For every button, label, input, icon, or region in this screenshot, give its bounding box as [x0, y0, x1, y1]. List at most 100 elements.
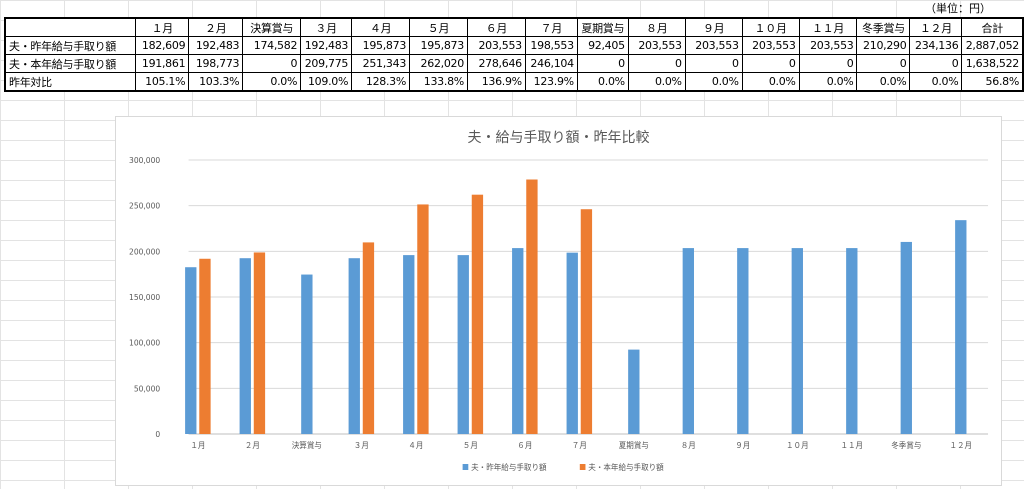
table-header-cell[interactable]: 合計 — [961, 17, 1024, 37]
table-cell[interactable]: 209,775 — [300, 54, 353, 73]
bar-last-year — [239, 258, 251, 434]
table-header-row: １月 ２月 決算賞与 ３月 ４月 ５月 ６月 ７月 夏期賞与 ８月 ９月 １０月 １１月 冬季賞与 １２月合… — [4, 17, 1024, 37]
table-row: 昨年対比 105.1% 103.3% 0.0% 109.0% 128.3% 133.8% 13… — [4, 72, 1024, 92]
table-cell[interactable]: 0 — [627, 54, 686, 73]
y-tick-label: 0 — [155, 430, 160, 439]
table-header-cell[interactable]: １１月 — [798, 17, 858, 37]
salary-table: １月 ２月 決算賞与 ３月 ４月 ５月 ６月 ７月 夏期賞与 ８月 ９月 １０月 １１月 冬季賞与 １２月合… — [4, 17, 1024, 92]
table-cell[interactable]: 0 — [798, 54, 858, 73]
table-header-cell[interactable]: １月 — [135, 17, 190, 37]
x-tick-label: ４月 — [408, 441, 423, 450]
table-cell[interactable]: 136.9% — [466, 72, 526, 92]
table-cell[interactable]: 192,483 — [300, 36, 353, 55]
table-cell[interactable]: 192,483 — [188, 36, 244, 55]
table-cell[interactable]: 103.3% — [188, 72, 244, 92]
table-header-cell[interactable]: １０月 — [741, 17, 800, 37]
table-header-cell[interactable]: 夏期賞与 — [576, 17, 629, 37]
table-cell[interactable]: 0.0% — [627, 72, 686, 92]
y-tick-label: 50,000 — [134, 384, 160, 393]
bar-this-year — [417, 204, 429, 434]
x-tick-label: ２月 — [245, 441, 260, 450]
table-cell[interactable]: 198,553 — [524, 36, 578, 55]
legend-label: 夫・昨年給与手取り額 — [471, 462, 547, 472]
table-header-cell[interactable]: ７月 — [524, 17, 578, 37]
x-tick-label: 冬季賞与 — [891, 440, 921, 450]
bar-last-year — [900, 241, 912, 434]
table-cell[interactable]: 195,873 — [409, 36, 468, 55]
table-cell[interactable]: 0 — [856, 54, 911, 73]
bar-this-year — [253, 252, 266, 434]
table-header-cell[interactable]: ９月 — [684, 17, 743, 37]
table-cell[interactable]: 234,136 — [909, 36, 963, 55]
table-cell[interactable]: 128.3% — [351, 72, 411, 92]
table-cell[interactable]: 105.1% — [135, 72, 190, 92]
table-cell[interactable]: 0 — [909, 54, 963, 73]
y-tick-label: 150,000 — [129, 293, 160, 302]
table-row: 夫・昨年給与手取り額 182,609 192,483 174,582 192,483 19… — [4, 36, 1024, 55]
table-cell[interactable]: 0.0% — [684, 72, 743, 92]
bar-last-year — [348, 258, 360, 434]
table-cell[interactable]: 92,405 — [576, 36, 629, 55]
bar-last-year — [566, 252, 578, 434]
table-cell[interactable]: 174,582 — [242, 36, 302, 55]
table-cell[interactable]: 203,553 — [741, 36, 800, 55]
table-cell[interactable]: 203,553 — [684, 36, 743, 55]
table-cell[interactable]: 0.0% — [242, 72, 302, 92]
table-cell[interactable]: 133.8% — [409, 72, 468, 92]
bar-this-year — [199, 258, 211, 434]
chart-area[interactable]: 夫・給与手取り額・昨年比較 0 50,000 100,000 150,000 200,0… — [115, 116, 1002, 486]
table-header-cell[interactable]: ８月 — [627, 17, 686, 37]
table-cell[interactable]: 278,646 — [466, 54, 526, 73]
bar-this-year — [471, 194, 484, 434]
bar-last-year — [682, 248, 694, 434]
table-cell[interactable]: 0.0% — [741, 72, 800, 92]
table-cell[interactable]: 198,773 — [188, 54, 244, 73]
table-cell[interactable]: 203,553 — [627, 36, 686, 55]
row-label[interactable]: 夫・昨年給与手取り額 — [4, 36, 137, 55]
table-cell[interactable]: 2,887,052 — [961, 36, 1024, 55]
bar-last-year — [403, 255, 415, 434]
table-cell[interactable]: 123.9% — [524, 72, 578, 92]
table-header-cell[interactable]: ２月 — [188, 17, 244, 37]
table-header-cell[interactable]: ３月 — [300, 17, 353, 37]
table-cell[interactable]: 203,553 — [798, 36, 858, 55]
table-cell[interactable]: 56.8% — [961, 72, 1024, 92]
table-header-cell[interactable]: １２月 — [909, 17, 963, 37]
table-cell[interactable]: 251,343 — [351, 54, 411, 73]
table-header-cell[interactable]: ５月 — [409, 17, 468, 37]
bar-last-year — [301, 274, 313, 434]
table-header-cell[interactable] — [4, 17, 137, 37]
bar-last-year — [791, 248, 803, 434]
x-tick-label: １２月 — [949, 441, 972, 450]
table-cell[interactable]: 182,609 — [135, 36, 190, 55]
legend-label: 夫・本年給与手取り額 — [588, 462, 664, 472]
table-cell[interactable]: 0.0% — [909, 72, 963, 92]
bar-last-year — [846, 248, 858, 434]
table-cell[interactable]: 1,638,522 — [961, 54, 1024, 73]
row-label[interactable]: 昨年対比 — [4, 72, 137, 92]
table-cell[interactable]: 246,104 — [524, 54, 578, 73]
table-cell[interactable]: 0.0% — [856, 72, 911, 92]
x-tick-label: １０月 — [786, 441, 809, 450]
table-cell[interactable]: 0 — [242, 54, 302, 73]
table-cell[interactable]: 0 — [741, 54, 800, 73]
y-tick-label: 200,000 — [129, 247, 160, 256]
table-cell[interactable]: 191,861 — [135, 54, 190, 73]
table-header-cell[interactable]: ４月 — [351, 17, 411, 37]
table-cell[interactable]: 0 — [576, 54, 629, 73]
table-cell[interactable]: 109.0% — [300, 72, 353, 92]
table-header-cell[interactable]: ６月 — [466, 17, 526, 37]
table-header-cell[interactable]: 冬季賞与 — [856, 17, 911, 37]
bar-this-year — [580, 209, 593, 434]
table-cell[interactable]: 203,553 — [466, 36, 526, 55]
row-label[interactable]: 夫・本年給与手取り額 — [4, 54, 137, 73]
x-tick-label: ６月 — [517, 441, 532, 450]
x-tick-label: 決算賞与 — [292, 440, 322, 450]
table-cell[interactable]: 195,873 — [351, 36, 411, 55]
table-header-cell[interactable]: 決算賞与 — [242, 17, 302, 37]
table-cell[interactable]: 210,290 — [856, 36, 911, 55]
table-cell[interactable]: 262,020 — [409, 54, 468, 73]
table-cell[interactable]: 0.0% — [576, 72, 629, 92]
table-cell[interactable]: 0 — [684, 54, 743, 73]
table-cell[interactable]: 0.0% — [798, 72, 858, 92]
